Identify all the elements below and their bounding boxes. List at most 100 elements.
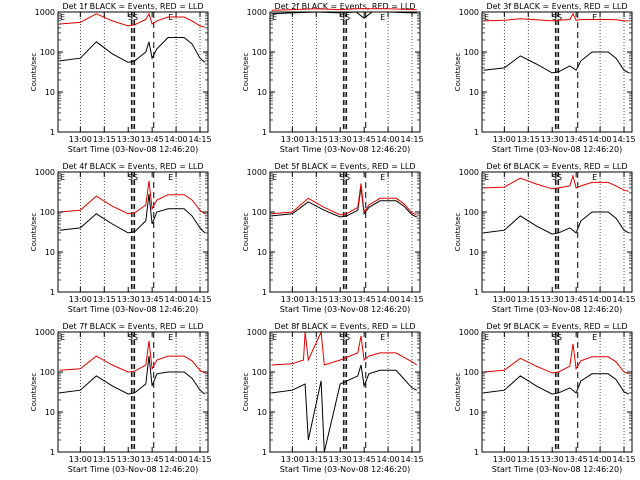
marker-left-label: E (484, 173, 489, 182)
marker-center-label: SS (128, 333, 138, 342)
x-tick-label: 13:45 (353, 135, 376, 144)
y-tick-label: 1 (262, 128, 267, 137)
y-tick-label: 100 (40, 48, 55, 57)
x-tick-label: 14:15 (188, 295, 211, 304)
y-tick-label: 10 (45, 248, 55, 257)
plot-frame (269, 171, 421, 293)
x-tick-label: 13:30 (329, 135, 352, 144)
y-tick-label: 1 (262, 448, 267, 457)
y-tick-label: 1 (50, 448, 55, 457)
x-tick-label: 13:00 (281, 455, 304, 464)
x-axis-label: Start Time (03-Nov-08 12:46:20) (280, 145, 410, 154)
y-tick-label: 1 (474, 288, 479, 297)
x-tick-label: 14:15 (188, 455, 211, 464)
y-tick-label: 1000 (247, 8, 267, 17)
panel-title: Det 9f BLACK = Events, RED = LLD (486, 322, 627, 331)
x-tick-label: 13:45 (141, 455, 164, 464)
x-tick-label: 13:00 (493, 455, 516, 464)
plot-frame (57, 11, 209, 133)
y-tick-label: 100 (40, 368, 55, 377)
y-axis-label: Counts/sec (454, 213, 462, 252)
y-tick-label: 1 (474, 448, 479, 457)
x-axis-label: Start Time (03-Nov-08 12:46:20) (492, 305, 622, 314)
panel-title: Det 5f BLACK = Events, RED = LLD (274, 162, 415, 171)
y-tick-label: 100 (464, 368, 479, 377)
x-tick-label: 13:15 (517, 455, 540, 464)
y-tick-label: 1000 (459, 168, 479, 177)
x-tick-label: 13:45 (353, 455, 376, 464)
panel-title: Det 8f BLACK = Events, RED = LLD (274, 322, 415, 331)
panel-title: Det 7f BLACK = Events, RED = LLD (62, 322, 203, 331)
x-tick-label: 13:45 (565, 455, 588, 464)
detector-panel: Det 5f BLACK = Events, RED = LLD E SS E 1 10 1… (242, 162, 424, 314)
y-tick-label: 100 (464, 48, 479, 57)
y-tick-label: 1 (50, 288, 55, 297)
marker-right-label: E (380, 173, 385, 182)
x-tick-label: 13:30 (541, 455, 564, 464)
panel-title: Det 4f BLACK = Events, RED = LLD (62, 162, 203, 171)
x-tick-label: 13:30 (117, 455, 140, 464)
x-tick-label: 14:00 (589, 455, 612, 464)
lld-line (59, 12, 205, 28)
marker-left-label: E (60, 13, 65, 22)
x-tick-label: 13:15 (93, 135, 116, 144)
marker-left-label: E (272, 173, 277, 182)
plot-frame (57, 171, 209, 293)
lld-line (483, 174, 629, 192)
events-line (271, 364, 418, 453)
x-tick-label: 13:30 (541, 135, 564, 144)
x-tick-label: 13:30 (329, 455, 352, 464)
x-axis-label: Start Time (03-Nov-08 12:46:20) (280, 305, 410, 314)
lld-line (59, 180, 206, 215)
marker-center-label: SS (552, 333, 562, 342)
y-tick-label: 10 (469, 408, 479, 417)
x-tick-label: 13:15 (93, 455, 116, 464)
x-axis-label: Start Time (03-Nov-08 12:46:20) (492, 145, 622, 154)
marker-left-label: E (272, 333, 277, 342)
marker-left-label: E (60, 173, 65, 182)
x-tick-label: 14:15 (188, 135, 211, 144)
y-tick-label: 100 (464, 208, 479, 217)
detector-panel: Det 3f BLACK = Events, RED = LLD E SS E 1 10 1… (454, 2, 636, 154)
x-axis-label: Start Time (03-Nov-08 12:46:20) (68, 305, 198, 314)
marker-right-label: E (380, 13, 385, 22)
marker-center-label: SS (128, 13, 138, 22)
x-tick-label: 13:45 (353, 295, 376, 304)
x-tick-label: 13:45 (141, 295, 164, 304)
lld-line (271, 330, 418, 366)
marker-right-label: E (592, 13, 597, 22)
marker-left-label: E (272, 13, 277, 22)
events-line (483, 373, 630, 395)
y-tick-label: 1000 (35, 168, 55, 177)
x-tick-label: 13:00 (493, 135, 516, 144)
y-axis-label: Counts/sec (454, 53, 462, 92)
y-tick-label: 1000 (459, 328, 479, 337)
plot-frame (481, 11, 633, 133)
x-tick-label: 14:00 (377, 455, 400, 464)
detector-panel: Det 2f BLACK = Events, RED = LLD E SS E 1 10 1… (242, 2, 424, 154)
detector-panel: Det 7f BLACK = Events, RED = LLD E SS E 1 10 1… (30, 322, 212, 474)
lld-line (271, 183, 417, 216)
x-tick-label: 13:15 (93, 295, 116, 304)
x-tick-label: 13:30 (541, 295, 564, 304)
marker-right-label: E (592, 333, 597, 342)
x-tick-label: 13:15 (305, 135, 328, 144)
y-tick-label: 1000 (247, 168, 267, 177)
marker-right-label: E (592, 173, 597, 182)
x-tick-label: 14:00 (377, 295, 400, 304)
y-tick-label: 10 (469, 248, 479, 257)
marker-right-label: E (380, 333, 385, 342)
x-tick-label: 14:15 (612, 135, 635, 144)
x-tick-label: 13:45 (565, 135, 588, 144)
events-line (271, 187, 418, 218)
y-tick-label: 10 (257, 88, 267, 97)
x-tick-label: 13:15 (517, 295, 540, 304)
x-tick-label: 14:00 (165, 295, 188, 304)
marker-left-label: E (484, 13, 489, 22)
x-tick-label: 13:30 (329, 295, 352, 304)
y-tick-label: 100 (252, 208, 267, 217)
marker-center-label: SS (340, 173, 350, 182)
y-tick-label: 100 (40, 208, 55, 217)
x-tick-label: 13:30 (117, 135, 140, 144)
detector-panel: Det 6f BLACK = Events, RED = LLD E SS E 1 10 1… (454, 162, 636, 314)
